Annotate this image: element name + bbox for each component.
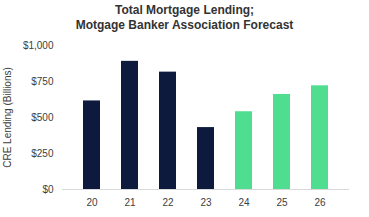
svg-text:25: 25 [276, 197, 288, 208]
svg-text:22: 22 [162, 197, 174, 208]
html-text:Total Mortgage Lending;: Total Mortgage Lending; [114, 3, 254, 17]
svg-text:$750: $750 [31, 76, 54, 87]
svg-text:26: 26 [314, 197, 326, 208]
svg-text:$0: $0 [42, 184, 54, 195]
svg-text:CRE Lending (Billions): CRE Lending (Billions) [2, 67, 13, 168]
svg-text:24: 24 [238, 197, 250, 208]
html-text:Motgage Banker Association For: Motgage Banker Association Forecast [75, 18, 294, 32]
svg-text:$1,000: $1,000 [23, 40, 54, 51]
svg-text:21: 21 [124, 197, 136, 208]
svg-text:$250: $250 [31, 148, 54, 159]
svg-text:20: 20 [86, 197, 98, 208]
svg-text:23: 23 [200, 197, 212, 208]
svg-text:$500: $500 [31, 112, 54, 123]
